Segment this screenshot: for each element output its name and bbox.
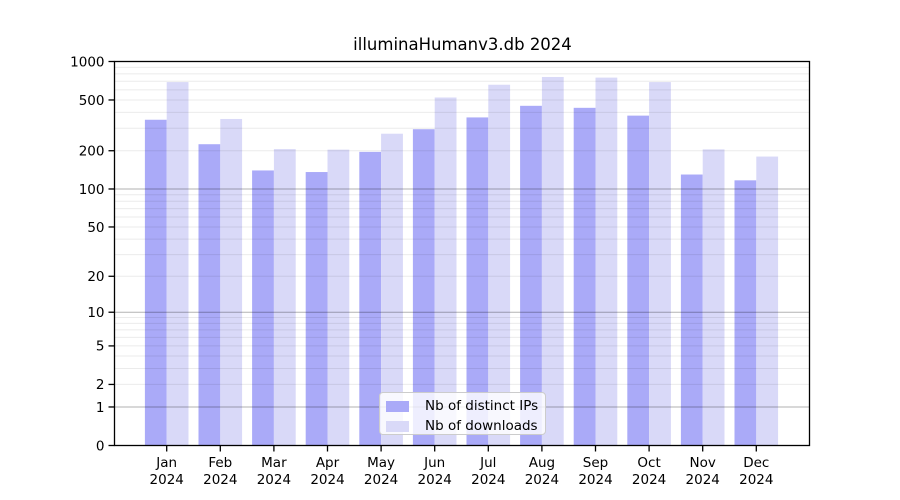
bar-nb-of-downloads-oct-2024: [649, 82, 671, 446]
bar-nb-of-distinct-ips-dec-2024: [734, 180, 757, 446]
x-tick-label-year-apr-2024: 2024: [310, 472, 344, 488]
legend-label-distinct-ips: Nb of distinct IPs: [425, 397, 539, 414]
x-tick-label-year-oct-2024: 2024: [632, 472, 666, 488]
x-tick-label-month-oct-2024: Oct: [637, 455, 660, 471]
x-tick-label-month-sep-2024: Sep: [583, 455, 608, 471]
legend-item-downloads: Nb of downloads: [386, 417, 538, 434]
y-tick-label-1: 1: [96, 400, 105, 416]
bar-nb-of-distinct-ips-apr-2024: [305, 172, 328, 446]
bar-nb-of-distinct-ips-mar-2024: [252, 170, 274, 446]
bar-nb-of-downloads-aug-2024: [541, 76, 564, 446]
y-tick-label-2: 2: [96, 377, 105, 393]
bar-nb-of-distinct-ips-oct-2024: [627, 115, 650, 446]
x-tick-label-year-feb-2024: 2024: [203, 472, 237, 488]
bar-nb-of-downloads-feb-2024: [220, 118, 243, 446]
x-tick-label-month-jan-2024: Jan: [155, 455, 177, 471]
x-tick-label-month-may-2024: May: [367, 455, 395, 471]
x-tick-label-year-jun-2024: 2024: [418, 472, 452, 488]
bar-nb-of-distinct-ips-jan-2024: [144, 119, 167, 446]
plot-border: [113, 60, 811, 447]
legend-label-downloads: Nb of downloads: [425, 417, 538, 434]
bar-nb-of-downloads-mar-2024: [273, 149, 296, 446]
legend-swatch-downloads: [386, 421, 409, 432]
bar-nb-of-distinct-ips-may-2024: [359, 151, 382, 446]
x-tick-label-month-jun-2024: Jun: [423, 455, 445, 471]
bar-nb-of-distinct-ips-sep-2024: [573, 107, 596, 446]
x-tick-label-year-jan-2024: 2024: [150, 472, 184, 488]
x-tick-label-month-nov-2024: Nov: [690, 455, 716, 471]
x-tick-label-month-jul-2024: Jul: [479, 455, 496, 471]
bar-nb-of-downloads-may-2024: [381, 133, 403, 446]
bar-nb-of-downloads-apr-2024: [327, 149, 350, 446]
bar-nb-of-downloads-dec-2024: [756, 156, 779, 446]
bar-nb-of-downloads-jun-2024: [434, 97, 457, 446]
legend-swatch-distinct-ips: [386, 401, 409, 412]
x-tick-label-month-apr-2024: Apr: [316, 455, 340, 471]
bar-nb-of-distinct-ips-jun-2024: [412, 129, 435, 446]
y-tick-label-20: 20: [87, 269, 104, 285]
y-tick-label-500: 500: [79, 93, 105, 109]
x-tick-label-year-aug-2024: 2024: [525, 472, 559, 488]
bar-nb-of-downloads-jan-2024: [166, 82, 189, 446]
x-tick-label-year-may-2024: 2024: [364, 472, 398, 488]
x-tick-label-month-dec-2024: Dec: [743, 455, 769, 471]
x-tick-label-month-feb-2024: Feb: [208, 455, 232, 471]
y-tick-label-5: 5: [96, 339, 105, 355]
x-tick-label-month-aug-2024: Aug: [529, 455, 555, 471]
y-tick-label-1000: 1000: [70, 54, 104, 70]
y-tick-label-0: 0: [96, 438, 105, 454]
y-tick-label-200: 200: [79, 144, 105, 160]
y-tick-label-100: 100: [79, 182, 105, 198]
x-tick-label-year-dec-2024: 2024: [739, 472, 773, 488]
bar-nb-of-distinct-ips-aug-2024: [520, 105, 542, 446]
y-tick-label-10: 10: [87, 305, 104, 321]
x-tick-label-month-mar-2024: Mar: [261, 455, 287, 471]
bar-nb-of-distinct-ips-nov-2024: [680, 174, 703, 446]
x-tick-label-year-sep-2024: 2024: [578, 472, 612, 488]
legend: Nb of distinct IPs Nb of downloads: [379, 392, 546, 435]
x-tick-label-year-nov-2024: 2024: [686, 472, 720, 488]
bar-nb-of-downloads-nov-2024: [702, 149, 725, 446]
y-tick-label-50: 50: [87, 220, 104, 236]
x-tick-label-year-mar-2024: 2024: [257, 472, 291, 488]
bar-nb-of-downloads-jul-2024: [488, 84, 511, 446]
bar-nb-of-distinct-ips-feb-2024: [198, 144, 221, 446]
x-tick-label-year-jul-2024: 2024: [471, 472, 505, 488]
bar-nb-of-distinct-ips-jul-2024: [466, 117, 489, 446]
legend-item-distinct-ips: Nb of distinct IPs: [386, 397, 539, 414]
bar-nb-of-downloads-sep-2024: [595, 77, 618, 446]
chart-title: illuminaHumanv3.db 2024: [353, 35, 572, 54]
